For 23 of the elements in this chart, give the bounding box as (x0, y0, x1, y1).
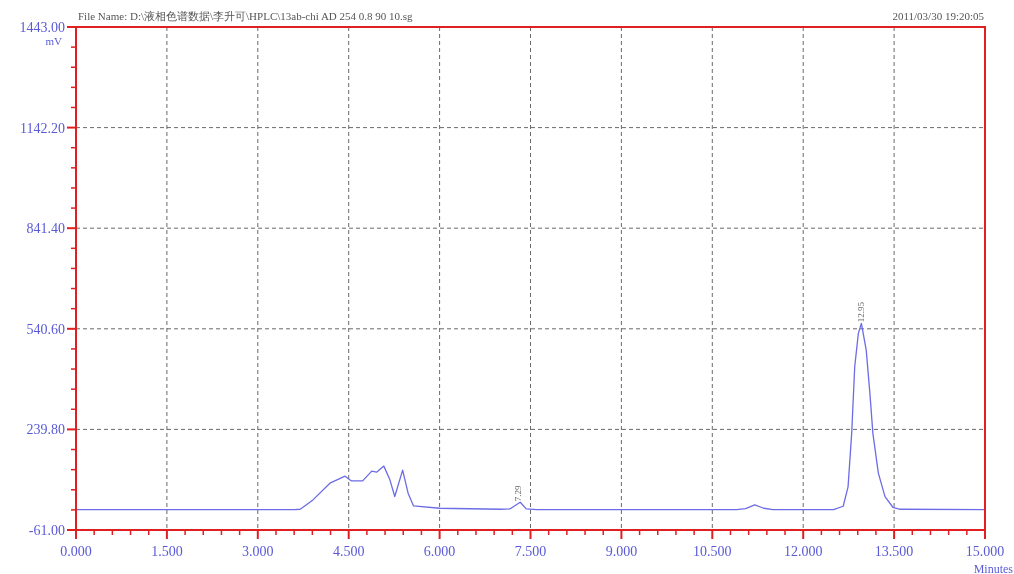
chart-subtitle: 2011/03/30 19:20:05 (892, 10, 985, 22)
x-tick-label: 7.500 (514, 544, 547, 559)
annotation: 12.95 (855, 301, 866, 323)
y-tick-label: 540.60 (26, 321, 65, 337)
x-tick-label: 4.500 (332, 544, 365, 559)
y-axis-title: mV (45, 35, 63, 47)
x-tick-label: 9.000 (605, 544, 638, 559)
x-tick-label: 15.000 (965, 544, 1005, 559)
x-tick-label: 1.500 (151, 544, 183, 559)
y-tick-label: 1443.00 (19, 20, 65, 35)
chart-title: File Name: D:\液相色谱数据\李升可\HPLC\13ab-chi AD 254 0.8 90 10.sg (78, 10, 414, 22)
x-axis-title: Minutes (973, 562, 1014, 574)
x-tick-label: 6.000 (423, 544, 456, 559)
x-tick-label: 0.000 (60, 544, 92, 559)
y-tick-label: 239.80 (26, 422, 65, 438)
x-tick-label: 3.000 (242, 544, 274, 559)
annotation: 7.29 (512, 484, 523, 502)
y-tick-label: 1142.20 (20, 120, 65, 136)
x-tick-label: 10.500 (693, 544, 732, 559)
x-tick-label: 13.500 (874, 544, 914, 559)
y-tick-label: -61.00 (28, 523, 65, 538)
x-tick-label: 12.000 (783, 544, 823, 559)
y-tick-label: 841.40 (26, 221, 65, 237)
